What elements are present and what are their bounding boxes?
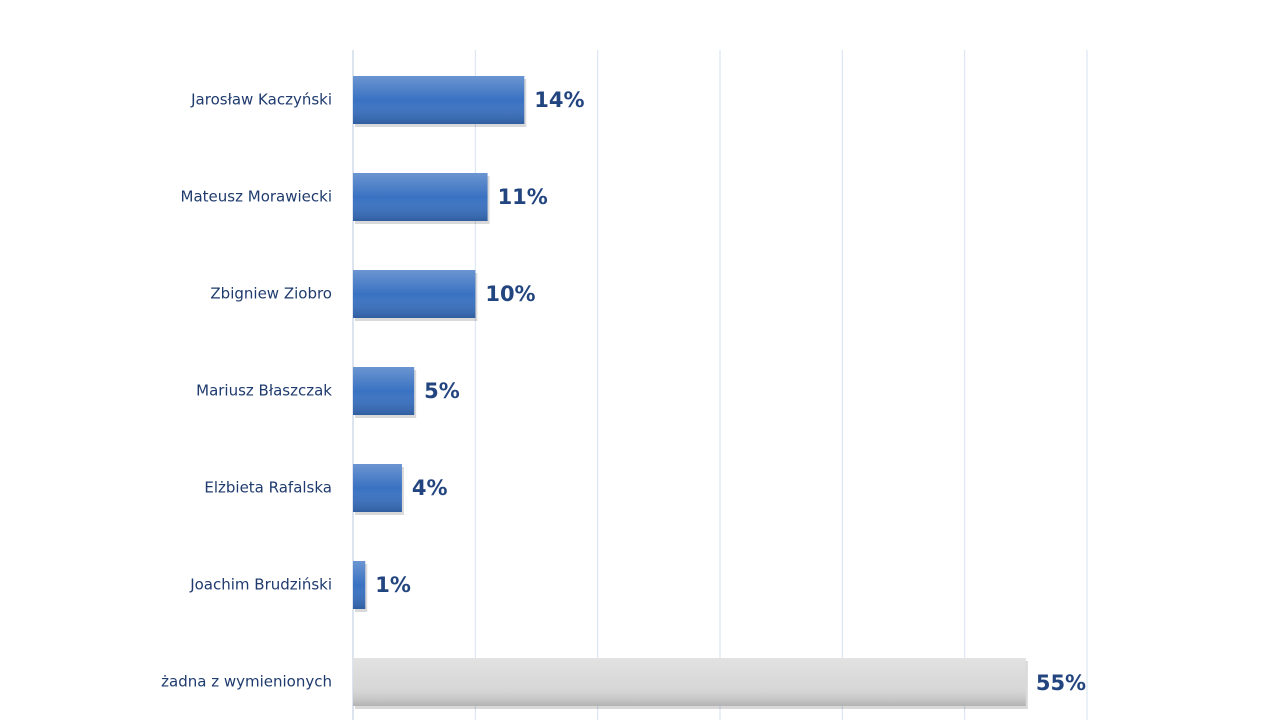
bar-shade bbox=[353, 270, 476, 318]
bar-shade bbox=[353, 367, 415, 415]
y-tick-label: Zbigniew Ziobro bbox=[210, 285, 332, 303]
y-tick-label: Mateusz Morawiecki bbox=[181, 188, 332, 206]
value-label: 10% bbox=[485, 282, 535, 306]
bar-shade bbox=[353, 464, 402, 512]
y-tick-label: żadna z wymienionych bbox=[161, 673, 332, 691]
bar-shade bbox=[353, 658, 1026, 706]
y-tick-label: Joachim Brudziński bbox=[189, 576, 332, 594]
bar-shade bbox=[353, 76, 525, 124]
value-label: 5% bbox=[424, 379, 460, 403]
y-tick-label: Elżbieta Rafalska bbox=[204, 479, 332, 497]
value-label: 4% bbox=[412, 476, 448, 500]
bar-shade bbox=[353, 561, 366, 609]
y-tick-label: Jarosław Kaczyński bbox=[190, 91, 332, 109]
y-tick-label: Mariusz Błaszczak bbox=[196, 382, 332, 400]
bar-shade bbox=[353, 173, 488, 221]
value-label: 11% bbox=[498, 185, 548, 209]
value-label: 55% bbox=[1036, 671, 1086, 695]
value-label: 14% bbox=[534, 88, 584, 112]
value-label: 1% bbox=[375, 573, 411, 597]
